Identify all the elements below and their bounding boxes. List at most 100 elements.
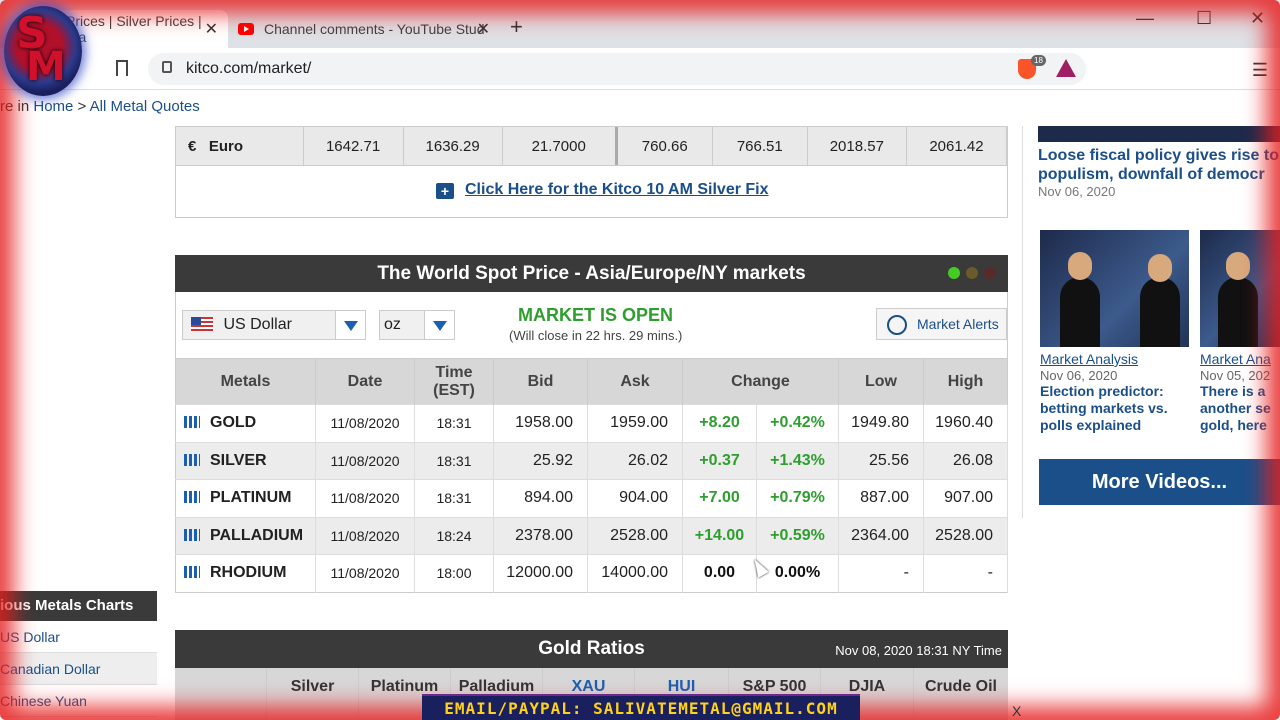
row-ask: 2528.00 <box>587 516 683 555</box>
ratio-col-crude-oil: Crude Oil <box>924 678 997 695</box>
ratio-col-djia: DJIA <box>821 668 914 720</box>
col-date: Date <box>315 358 415 405</box>
table-row[interactable]: RHODIUM 11/08/2020 18:00 12000.00 14000.00 0.… <box>175 554 1008 592</box>
video-title-link[interactable]: There is a another se gold, here <box>1200 383 1271 433</box>
gold-ratios-header: Gold Ratios Nov 08, 2020 18:31 NY Time <box>175 630 1008 668</box>
ratio-col-silver: Silver <box>267 668 359 720</box>
row-low: - <box>838 554 924 592</box>
market-status: MARKET IS OPEN <box>518 305 674 325</box>
row-time: 18:31 <box>414 404 494 442</box>
euro-value: 2018.57 <box>807 127 907 165</box>
close-tab-icon[interactable]: ✕ <box>476 21 490 38</box>
currency-select[interactable]: US Dollar <box>182 310 366 340</box>
table-row[interactable]: SILVER 11/08/2020 18:31 25.92 26.02 +0.37 +1.4… <box>175 441 1008 480</box>
bat-rewards-icon[interactable] <box>1056 59 1076 77</box>
row-bid: 894.00 <box>493 479 588 517</box>
bar-chart-icon[interactable] <box>184 416 200 429</box>
table-header-row: Metals Date Time (EST) Bid Ask Change Lo… <box>175 358 1008 405</box>
browser-tab-bar: Prices | Silver Prices | Pla ✕ Channel c… <box>0 0 1280 48</box>
presenter-face <box>1226 252 1250 280</box>
metal-name[interactable]: GOLD <box>175 404 316 442</box>
metal-name[interactable]: SILVER <box>175 441 316 480</box>
breadcrumb: re in Home > All Metal Quotes <box>0 98 200 115</box>
new-tab-button[interactable]: + <box>510 14 523 39</box>
silver-fix-panel: + Click Here for the Kitco 10 AM Silver … <box>175 165 1008 218</box>
ratio-col-blank <box>175 668 267 720</box>
silver-fix-link[interactable]: Click Here for the Kitco 10 AM Silver Fi… <box>465 181 769 198</box>
plus-icon[interactable]: + <box>436 183 454 199</box>
more-videos-button[interactable]: More Videos... <box>1039 459 1280 505</box>
bar-chart-icon[interactable] <box>184 528 200 541</box>
video-thumbnail[interactable] <box>1200 230 1280 347</box>
row-change-percent: +1.43% <box>756 441 839 480</box>
sidebar-divider <box>1022 126 1023 518</box>
channel-logo: S M <box>4 6 82 96</box>
metal-name[interactable]: PALLADIUM <box>175 516 316 555</box>
euro-value: 760.66 <box>616 127 713 165</box>
video-category-link[interactable]: Market Ana <box>1200 351 1271 367</box>
row-ask: 26.02 <box>587 441 683 480</box>
close-x-mark[interactable]: X <box>1012 703 1022 719</box>
maximize-button[interactable]: ☐ <box>1196 8 1213 28</box>
news-headline-link[interactable]: Loose fiscal policy gives rise to populi… <box>1038 147 1279 183</box>
euro-value: 21.7000 <box>502 127 618 165</box>
chart-link-cad[interactable]: Canadian Dollar <box>0 653 157 685</box>
breadcrumb-separator: > <box>73 98 90 115</box>
email-banner: EMAIL/PAYPAL: SALIVATEMETAL@GMAIL.COM <box>422 694 860 720</box>
row-change-percent: +0.79% <box>756 479 839 517</box>
row-bid: 1958.00 <box>493 404 588 442</box>
table-row[interactable]: PLATINUM 11/08/2020 18:31 894.00 904.00 +7.00… <box>175 479 1008 517</box>
metal-name[interactable]: PLATINUM <box>175 479 316 517</box>
breadcrumb-home-link[interactable]: Home <box>33 98 74 115</box>
chart-link-usd[interactable]: US Dollar <box>0 621 157 653</box>
breadcrumb-current-link[interactable]: All Metal Quotes <box>89 98 200 115</box>
row-change: +0.37 <box>682 441 757 480</box>
menu-icon[interactable]: ☰ <box>1251 60 1268 80</box>
video-title-link[interactable]: Election predictor: betting markets vs. … <box>1040 383 1168 433</box>
guest-figure <box>1140 277 1180 347</box>
market-close-note: (Will close in 22 hrs. 29 mins.) <box>509 328 683 343</box>
video-thumbnail[interactable] <box>1040 230 1189 347</box>
close-tab-icon[interactable]: ✕ <box>204 21 218 38</box>
breadcrumb-prefix: re in <box>0 98 34 115</box>
table-row[interactable]: GOLD 11/08/2020 18:31 1958.00 1959.00 +8.20 +0… <box>175 404 1008 442</box>
market-alerts-label: Market Alerts <box>917 316 999 332</box>
row-high: 907.00 <box>923 479 1008 517</box>
metal-label: RHODIUM <box>210 564 287 582</box>
minimize-button[interactable]: — <box>1136 8 1154 28</box>
address-bar[interactable]: kitco.com/market/ 18 <box>148 53 1086 85</box>
chart-link-cny[interactable]: Chinese Yuan <box>0 685 157 717</box>
market-alerts-button[interactable]: Market Alerts <box>876 308 1007 340</box>
status-dot-red <box>984 267 996 279</box>
bar-chart-icon[interactable] <box>184 491 200 504</box>
tab-youtube[interactable]: Channel comments - YouTube Stud ✕ <box>228 10 500 48</box>
row-bid: 25.92 <box>493 441 588 480</box>
unit-select[interactable]: oz <box>379 310 455 340</box>
gold-ratios-title: Gold Ratios <box>538 638 645 659</box>
euro-table: € Euro 1642.71 1636.29 21.7000 760.66 76… <box>176 127 1008 165</box>
row-change: 0.00 <box>682 554 757 592</box>
row-time: 18:00 <box>414 554 494 592</box>
row-bid: 2378.00 <box>493 516 588 555</box>
chevron-down-icon[interactable] <box>335 311 365 339</box>
chevron-down-icon[interactable] <box>424 311 454 339</box>
video-category-link[interactable]: Market Analysis <box>1040 351 1139 367</box>
table-row[interactable]: PALLADIUM 11/08/2020 18:24 2378.00 2528.00 +1… <box>175 516 1008 555</box>
us-flag-icon <box>191 317 213 331</box>
news-image[interactable] <box>1038 126 1280 142</box>
presenter-figure <box>1218 277 1258 347</box>
guest-face <box>1148 254 1172 282</box>
window-close-button[interactable]: ✕ <box>1250 8 1266 28</box>
bar-chart-icon[interactable] <box>184 453 200 466</box>
metal-name[interactable]: RHODIUM <box>175 554 316 592</box>
bookmark-icon[interactable] <box>116 60 128 76</box>
col-bid: Bid <box>493 358 588 405</box>
bar-chart-icon[interactable] <box>184 566 200 579</box>
metal-charts-heading: ious Metals Charts <box>0 591 157 621</box>
brave-badge: 18 <box>1031 55 1046 66</box>
row-low: 887.00 <box>838 479 924 517</box>
video-date: Nov 06, 2020 <box>1040 368 1118 383</box>
col-high: High <box>923 358 1008 405</box>
row-ask: 14000.00 <box>587 554 683 592</box>
euro-value: 1642.71 <box>303 127 404 165</box>
